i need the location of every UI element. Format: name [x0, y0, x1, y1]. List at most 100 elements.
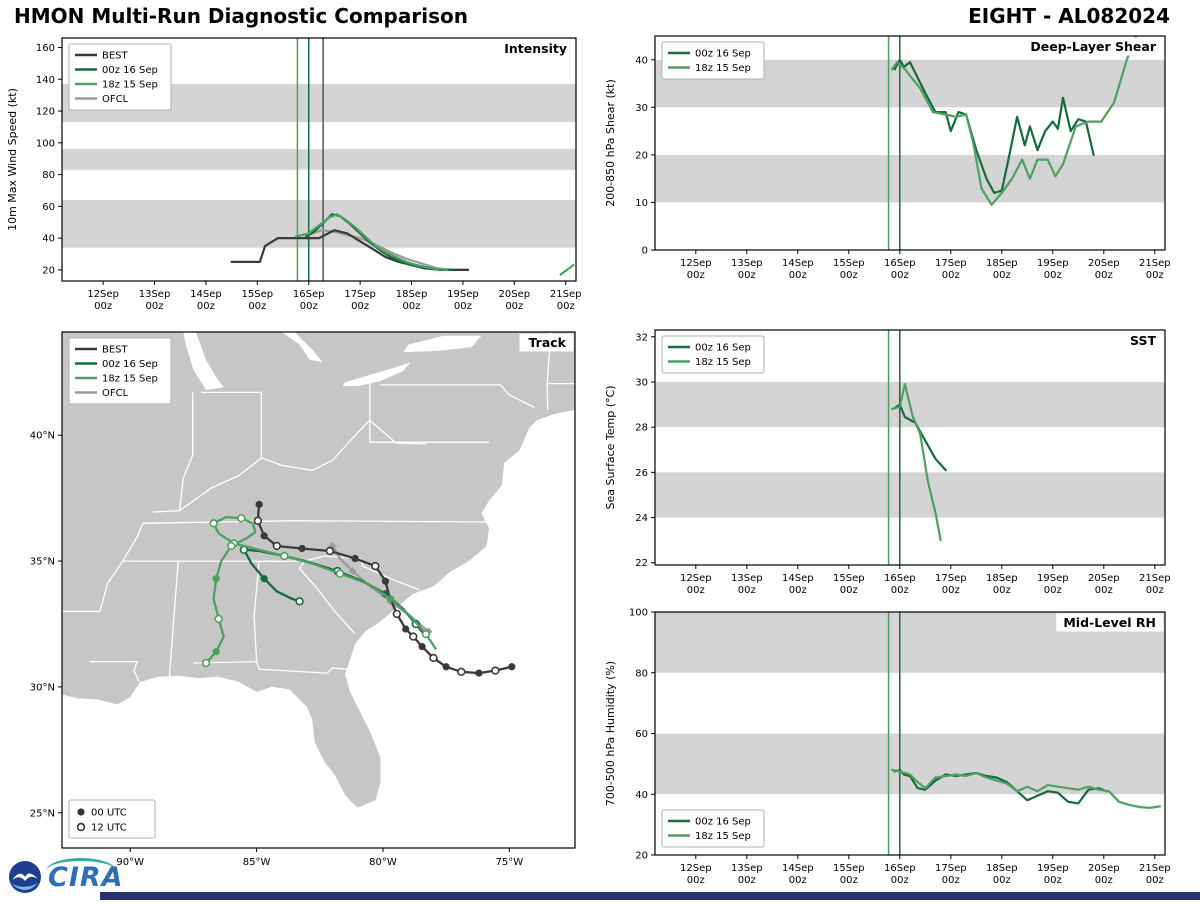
x-tick-label: 15Sep [242, 289, 274, 300]
marker-12utc [492, 667, 499, 674]
x-tick-label: 00z [197, 301, 215, 312]
marker-12utc [410, 633, 417, 640]
marker-12utc [210, 520, 217, 527]
x-tick-label: 00z [1044, 585, 1062, 596]
legend-label: 18z 15 Sep [695, 357, 751, 368]
lat-tick-label: 35°N [30, 557, 55, 568]
marker-12utc [372, 563, 379, 570]
x-tick-label: 16Sep [293, 289, 325, 300]
y-axis-label: 700-500 hPa Humidity (%) [604, 661, 617, 806]
legend-label: 00z 16 Sep [695, 343, 751, 354]
marker-12utc [296, 598, 303, 605]
noaa-logo [8, 860, 42, 894]
x-tick-label: 00z [351, 301, 369, 312]
x-tick-label: 00z [505, 301, 523, 312]
marker-12utc [228, 543, 235, 550]
legend-label: BEST [102, 51, 129, 62]
x-tick-label: 17Sep [935, 258, 967, 269]
marker-00utc [402, 625, 409, 632]
x-tick-label: 20Sep [1088, 258, 1120, 269]
x-tick-label: 17Sep [344, 289, 376, 300]
y-tick-label: 20 [635, 150, 648, 161]
x-tick-label: 19Sep [1037, 573, 1069, 584]
legend-label: 18z 15 Sep [695, 63, 751, 74]
x-tick-label: 00z [993, 585, 1011, 596]
x-tick-label: 00z [789, 270, 807, 281]
legend-label: 18z 15 Sep [102, 374, 158, 385]
x-tick-label: 00z [687, 585, 705, 596]
y-tick-label: 40 [635, 55, 648, 66]
x-tick-label: 15Sep [833, 573, 865, 584]
y-tick-label: 10 [635, 198, 648, 209]
marker-12utc [281, 553, 288, 560]
x-tick-label: 00z [557, 301, 575, 312]
footer-bar [100, 892, 1200, 900]
footer: CIRA [0, 856, 1200, 900]
series-18z-15-sep [561, 265, 574, 275]
x-tick-label: 00z [248, 301, 266, 312]
legend-label: 00z 16 Sep [695, 49, 751, 60]
category-band [655, 155, 1165, 203]
legend-label: OFCL [102, 94, 129, 105]
panel-title: Mid-Level RH [1063, 615, 1156, 630]
marker-00utc [213, 575, 220, 582]
x-tick-label: 14Sep [782, 573, 814, 584]
x-tick-label: 00z [1095, 585, 1113, 596]
x-tick-label: 00z [1146, 270, 1164, 281]
marker-12utc [393, 611, 400, 618]
marker-00utc [443, 663, 450, 670]
category-band [62, 200, 576, 248]
sst-chart: 22242628303212Sep00z13Sep00z14Sep00z15Se… [598, 320, 1200, 612]
y-tick-label: 30 [635, 103, 648, 114]
marker-00utc [387, 595, 394, 602]
x-tick-label: 00z [891, 585, 909, 596]
legend-label: 18z 15 Sep [695, 831, 751, 842]
y-tick-label: 22 [635, 558, 648, 569]
x-tick-label: 19Sep [447, 289, 479, 300]
legend-label: 00z 16 Sep [695, 817, 751, 828]
x-tick-label: 14Sep [782, 258, 814, 269]
x-tick-label: 00z [1095, 270, 1113, 281]
page-title: HMON Multi-Run Diagnostic Comparison [14, 4, 468, 28]
y-tick-label: 30 [635, 377, 648, 388]
y-tick-label: 26 [635, 468, 648, 479]
y-axis-label: 200-850 hPa Shear (kt) [604, 79, 617, 207]
legend-label: OFCL [102, 388, 129, 399]
x-tick-label: 13Sep [139, 289, 171, 300]
marker-00utc [261, 532, 268, 539]
x-tick-label: 20Sep [499, 289, 531, 300]
marker-00utc [261, 575, 268, 582]
lat-tick-label: 25°N [30, 808, 55, 819]
panel-title: Intensity [504, 41, 567, 56]
panel-title: Track [529, 335, 567, 350]
panel-title: Deep-Layer Shear [1030, 39, 1156, 54]
shear-chart: 01020304012Sep00z13Sep00z14Sep00z15Sep00… [598, 28, 1200, 322]
marker-12utc [238, 515, 245, 522]
y-tick-label: 0 [642, 246, 648, 257]
marker-12utc [337, 570, 344, 577]
y-tick-label: 20 [42, 265, 55, 276]
x-tick-label: 13Sep [731, 573, 763, 584]
x-tick-label: 00z [738, 585, 756, 596]
map-area [62, 332, 575, 848]
y-tick-label: 100 [36, 138, 55, 149]
cira-logo: CIRA [48, 862, 124, 893]
x-tick-label: 00z [840, 585, 858, 596]
marker-12utc [254, 517, 261, 524]
x-tick-label: 21Sep [1139, 573, 1171, 584]
marker-00utc [256, 501, 263, 508]
x-tick-label: 00z [891, 270, 909, 281]
x-tick-label: 00z [942, 585, 960, 596]
x-tick-label: 00z [403, 301, 421, 312]
legend-label: 00 UTC [91, 808, 127, 819]
x-tick-label: 15Sep [833, 258, 865, 269]
storm-id: EIGHT - AL082024 [968, 4, 1170, 28]
legend-label: BEST [102, 345, 129, 356]
x-tick-label: 00z [454, 301, 472, 312]
y-tick-label: 160 [36, 43, 55, 54]
